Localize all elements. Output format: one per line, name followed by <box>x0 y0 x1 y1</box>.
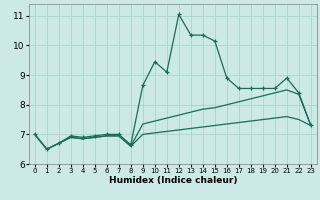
X-axis label: Humidex (Indice chaleur): Humidex (Indice chaleur) <box>108 176 237 185</box>
